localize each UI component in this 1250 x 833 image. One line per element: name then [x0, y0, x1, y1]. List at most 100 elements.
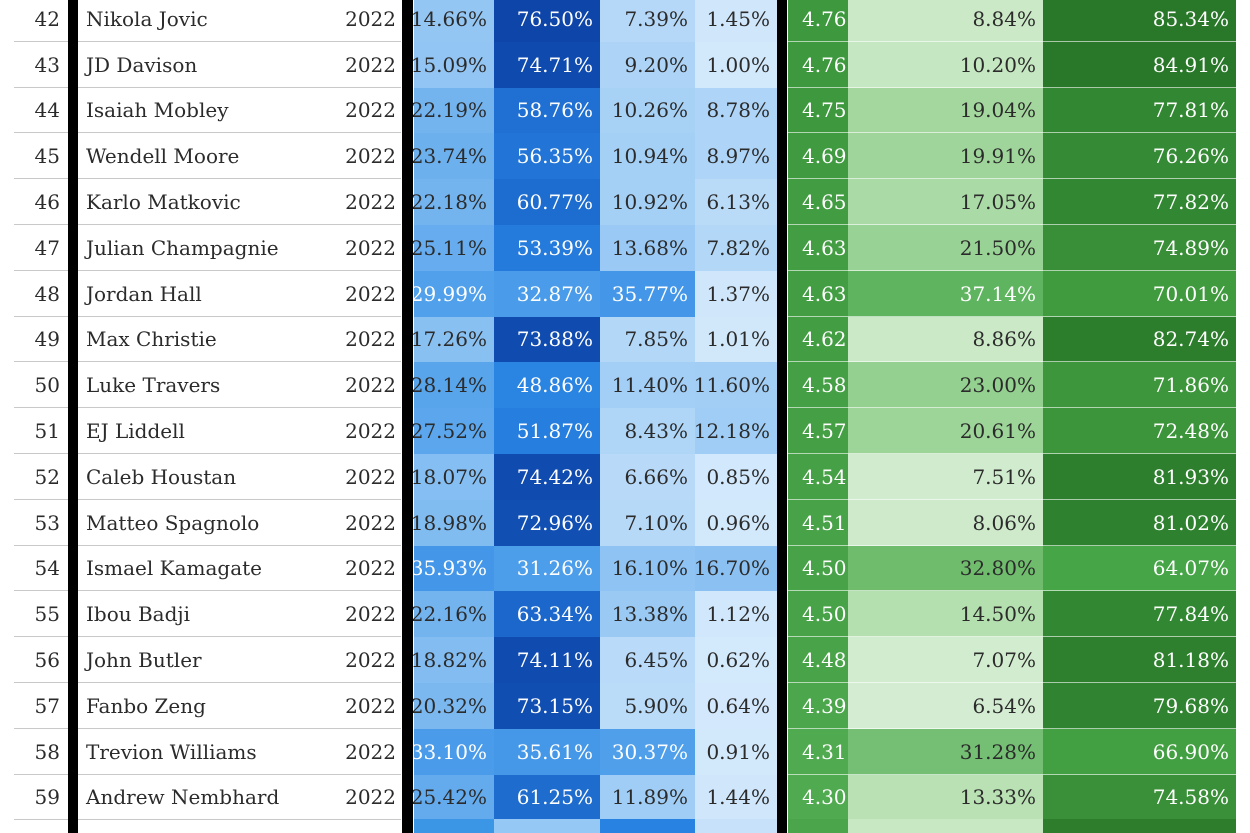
pct-cell-2: 74.42%: [494, 453, 600, 500]
player-name-cell: Andrew Nembhard: [86, 785, 280, 810]
rank-cell: 44: [34, 98, 60, 123]
pct-cell-2: 48.86%: [494, 362, 600, 409]
year-cell: 2022: [345, 739, 396, 764]
year-cell: 2022: [345, 693, 396, 718]
row-divider: [14, 590, 401, 592]
row-divider: [788, 40, 1236, 42]
score-cell: 4.76: [788, 41, 848, 88]
pct-cell-3: 7.10%: [600, 499, 695, 546]
green-pct-cell-1: 7.51%: [848, 453, 1043, 500]
row-divider: [788, 178, 1236, 180]
table-row: 45 Wendell Moore 2022 23.74% 56.35% 10.94% 8.9…: [0, 133, 1250, 180]
player-name-cell: Matteo Spagnolo: [86, 510, 260, 535]
row-divider: [14, 132, 401, 134]
pct-cell-2: 73.15%: [494, 682, 600, 729]
player-name-cell: Karlo Matkovic: [86, 190, 241, 215]
table-row: 48 Jordan Hall 2022 29.99% 32.87% 35.77% 1.37%…: [0, 270, 1250, 317]
rank-cell: 53: [34, 510, 60, 535]
pct-cell-2: 56.35%: [494, 133, 600, 180]
pct-cell-3: 7.85%: [600, 316, 695, 363]
table-row: 55 Ibou Badji 2022 22.16% 63.34% 13.38% 1.12% 4…: [0, 591, 1250, 638]
pct-cell-3: 9.20%: [600, 41, 695, 88]
pct-cell-4: 1.01%: [695, 316, 777, 363]
green-pct-cell-1: 31.28%: [848, 728, 1043, 775]
green-pct-cell-2: 77.82%: [1043, 179, 1236, 225]
pct-cell-3: 7.39%: [600, 0, 695, 42]
rank-cell: 55: [34, 602, 60, 627]
green-pct-cell-2: 79.68%: [1043, 682, 1236, 729]
partial-cell: [695, 819, 777, 833]
pct-cell-4: 1.37%: [695, 270, 777, 317]
score-cell: 4.50: [788, 591, 848, 638]
pct-cell-3: 16.10%: [600, 545, 695, 592]
table-row: 47 Julian Champagnie 2022 25.11% 53.39% 13.68…: [0, 224, 1250, 271]
row-divider: [14, 773, 401, 775]
pct-cell-4: 7.82%: [695, 224, 777, 271]
row-divider: [788, 498, 1236, 500]
pct-cell-3: 5.90%: [600, 682, 695, 729]
green-pct-cell-1: 17.05%: [848, 179, 1043, 225]
pct-cell-4: 0.91%: [695, 728, 777, 775]
score-cell: 4.65: [788, 179, 848, 225]
row-divider: [14, 315, 401, 317]
table-row: 50 Luke Travers 2022 28.14% 48.86% 11.40% 11.6…: [0, 362, 1250, 409]
rank-cell: 59: [34, 785, 60, 810]
table-row: 42 Nikola Jovic 2022 14.66% 76.50% 7.39% 1.45%…: [0, 0, 1250, 42]
row-divider: [14, 544, 401, 546]
row-divider: [788, 269, 1236, 271]
green-pct-cell-2: 77.84%: [1043, 591, 1236, 638]
pct-cell-1: 22.16%: [411, 591, 494, 638]
row-divider: [788, 407, 1236, 409]
table-row: 51 EJ Liddell 2022 27.52% 51.87% 8.43% 12.18% 4…: [0, 408, 1250, 454]
row-divider: [788, 315, 1236, 317]
green-pct-cell-2: 76.26%: [1043, 133, 1236, 180]
row-divider: [788, 223, 1236, 225]
year-cell: 2022: [345, 98, 396, 123]
score-cell: 4.58: [788, 362, 848, 409]
pct-cell-1: 15.09%: [411, 41, 494, 88]
score-cell: 4.75: [788, 87, 848, 134]
rank-cell: 58: [34, 739, 60, 764]
column-divider: [402, 0, 413, 833]
pct-cell-1: 27.52%: [411, 408, 494, 454]
green-pct-cell-1: 19.91%: [848, 133, 1043, 180]
pct-cell-4: 1.12%: [695, 591, 777, 638]
green-pct-cell-1: 8.06%: [848, 499, 1043, 546]
green-pct-cell-1: 14.50%: [848, 591, 1043, 638]
row-divider: [14, 361, 401, 363]
pct-cell-2: 76.50%: [494, 0, 600, 42]
pct-cell-1: 22.18%: [411, 179, 494, 225]
score-cell: 4.51: [788, 499, 848, 546]
rank-cell: 43: [34, 52, 60, 77]
table-row: 59 Andrew Nembhard 2022 25.42% 61.25% 11.89% 1…: [0, 774, 1250, 821]
rank-cell: 51: [34, 419, 60, 444]
green-pct-cell-1: 19.04%: [848, 87, 1043, 134]
rank-cell: 50: [34, 373, 60, 398]
pct-cell-1: 17.26%: [411, 316, 494, 363]
pct-cell-1: 33.10%: [411, 728, 494, 775]
pct-cell-2: 60.77%: [494, 179, 600, 225]
player-name-cell: Wendell Moore: [86, 144, 240, 169]
pct-cell-1: 23.74%: [411, 133, 494, 180]
row-divider: [788, 544, 1236, 546]
pct-cell-4: 0.96%: [695, 499, 777, 546]
partial-cell: [494, 819, 600, 833]
table-row: 56 John Butler 2022 18.82% 74.11% 6.45% 0.62% 4…: [0, 637, 1250, 683]
pct-cell-2: 32.87%: [494, 270, 600, 317]
pct-cell-3: 30.37%: [600, 728, 695, 775]
year-cell: 2022: [345, 419, 396, 444]
year-cell: 2022: [345, 556, 396, 581]
pct-cell-2: 73.88%: [494, 316, 600, 363]
score-cell: 4.50: [788, 545, 848, 592]
score-cell: 4.76: [788, 0, 848, 42]
table-row: 44 Isaiah Mobley 2022 22.19% 58.76% 10.26% 8.7…: [0, 87, 1250, 134]
green-pct-cell-2: 66.90%: [1043, 728, 1236, 775]
pct-cell-3: 10.94%: [600, 133, 695, 180]
green-pct-cell-2: 74.58%: [1043, 774, 1236, 821]
pct-cell-4: 12.18%: [694, 408, 777, 454]
green-pct-cell-2: 64.07%: [1043, 545, 1236, 592]
pct-cell-1: 14.66%: [411, 0, 494, 42]
table-row: 58 Trevion Williams 2022 33.10% 35.61% 30.37%…: [0, 728, 1250, 775]
player-name-cell: Isaiah Mobley: [86, 98, 229, 123]
